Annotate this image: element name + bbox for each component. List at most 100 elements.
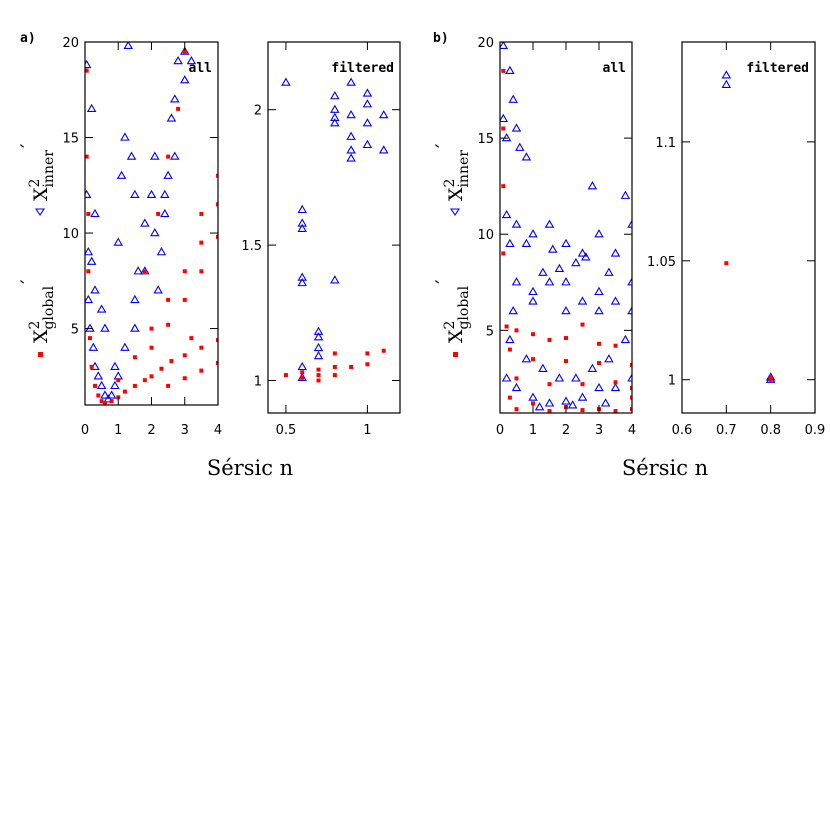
legend: X2global′X2inner′ — [16, 143, 57, 357]
y-tick-label: 1 — [668, 374, 676, 389]
legend-sup: 2 — [27, 179, 43, 188]
triangle-point — [604, 354, 614, 363]
triangle-point — [561, 306, 571, 315]
triangle-point — [538, 267, 548, 276]
square-point — [166, 297, 171, 302]
square-point — [597, 361, 601, 366]
triangle-point — [378, 110, 389, 119]
triangle-point — [604, 267, 614, 276]
legend-marker — [38, 352, 43, 357]
triangle-point — [721, 70, 732, 79]
triangle-point — [528, 392, 538, 401]
square-point — [182, 297, 187, 302]
triangle-point — [521, 238, 532, 247]
triangle-point — [620, 190, 631, 199]
y-tick-label: 1 — [254, 375, 262, 390]
square-point — [86, 269, 91, 274]
legend-name: X — [445, 329, 467, 343]
triangle-point — [627, 219, 632, 228]
square-point — [159, 366, 164, 371]
x-tick-label: 2 — [562, 423, 570, 438]
triangle-point — [297, 277, 307, 287]
square-point — [514, 328, 519, 333]
x-tick-label: 0.7 — [716, 423, 737, 438]
triangle-point — [160, 208, 170, 218]
square-point — [132, 355, 137, 360]
triangle-point — [140, 218, 150, 227]
annotation: all — [189, 61, 212, 76]
triangle-point — [85, 59, 92, 69]
square-point — [92, 383, 97, 388]
square-point — [580, 408, 585, 413]
square-point — [501, 184, 506, 189]
triangle-point — [362, 139, 373, 149]
legend-marker — [453, 352, 458, 357]
triangle-point — [100, 323, 110, 332]
square-point — [332, 351, 337, 356]
legend-entry: X2inner′ — [431, 143, 472, 201]
square-point — [381, 348, 386, 353]
triangle-point — [90, 285, 100, 294]
square-point — [169, 359, 174, 364]
triangle-point — [528, 229, 538, 238]
square-point — [547, 382, 552, 387]
square-point — [564, 359, 568, 364]
triangle-point — [501, 133, 512, 142]
triangle-point — [346, 145, 356, 154]
square-point — [216, 202, 218, 207]
triangle-point — [505, 65, 515, 74]
legend-marker — [34, 208, 46, 216]
x-tick-label: 1 — [363, 423, 371, 438]
triangle-point — [170, 151, 180, 160]
square-point — [316, 367, 321, 372]
square-point — [156, 211, 161, 216]
triangle-point — [313, 326, 324, 335]
triangle-point — [561, 396, 571, 405]
triangle-point — [90, 208, 100, 218]
square-point — [564, 336, 568, 341]
triangle-point — [130, 294, 140, 304]
x-tick-label: 0.6 — [672, 423, 693, 438]
triangle-point — [153, 285, 163, 294]
triangle-point — [330, 91, 340, 100]
x-tick-label: 1 — [114, 423, 122, 438]
plot-frame — [267, 41, 401, 414]
triangle-point — [594, 382, 604, 392]
square-point — [86, 211, 91, 216]
points — [500, 42, 632, 413]
triangle-point — [534, 402, 545, 411]
x-tick-label: 4 — [214, 423, 222, 438]
square-point — [199, 345, 204, 350]
triangle-point — [362, 118, 373, 127]
triangle-point — [501, 373, 512, 382]
annotation: filtered — [746, 61, 809, 76]
triangle-point — [313, 342, 324, 352]
triangle-point — [113, 237, 124, 246]
triangle-point — [511, 219, 522, 228]
square-point — [531, 357, 535, 362]
y-tick-label: 15 — [477, 132, 494, 147]
square-point — [630, 395, 632, 400]
square-point — [216, 234, 218, 239]
legend-prime: ′ — [16, 279, 40, 284]
square-point — [166, 322, 171, 327]
triangle-point — [297, 272, 307, 281]
triangle-point — [116, 170, 127, 179]
x-tick-label: 3 — [181, 423, 189, 438]
panel: 0.6 0.7 0.8 0.9 1 1.05 1.1 filtered — [647, 41, 825, 438]
y-tick-label: 2 — [254, 104, 262, 119]
triangle-point — [571, 373, 581, 382]
x-tick-label: 3 — [595, 423, 603, 438]
square-point — [182, 353, 187, 358]
plot-frame — [681, 41, 816, 414]
triangle-point — [126, 151, 137, 160]
triangle-point — [544, 219, 555, 228]
square-point — [85, 154, 89, 159]
triangle-point — [166, 113, 177, 122]
triangle-point — [581, 252, 591, 261]
triangle-point — [567, 400, 578, 409]
square-point — [189, 336, 194, 341]
square-point — [332, 364, 337, 369]
triangle-point — [85, 294, 94, 304]
triangle-point — [330, 118, 340, 127]
